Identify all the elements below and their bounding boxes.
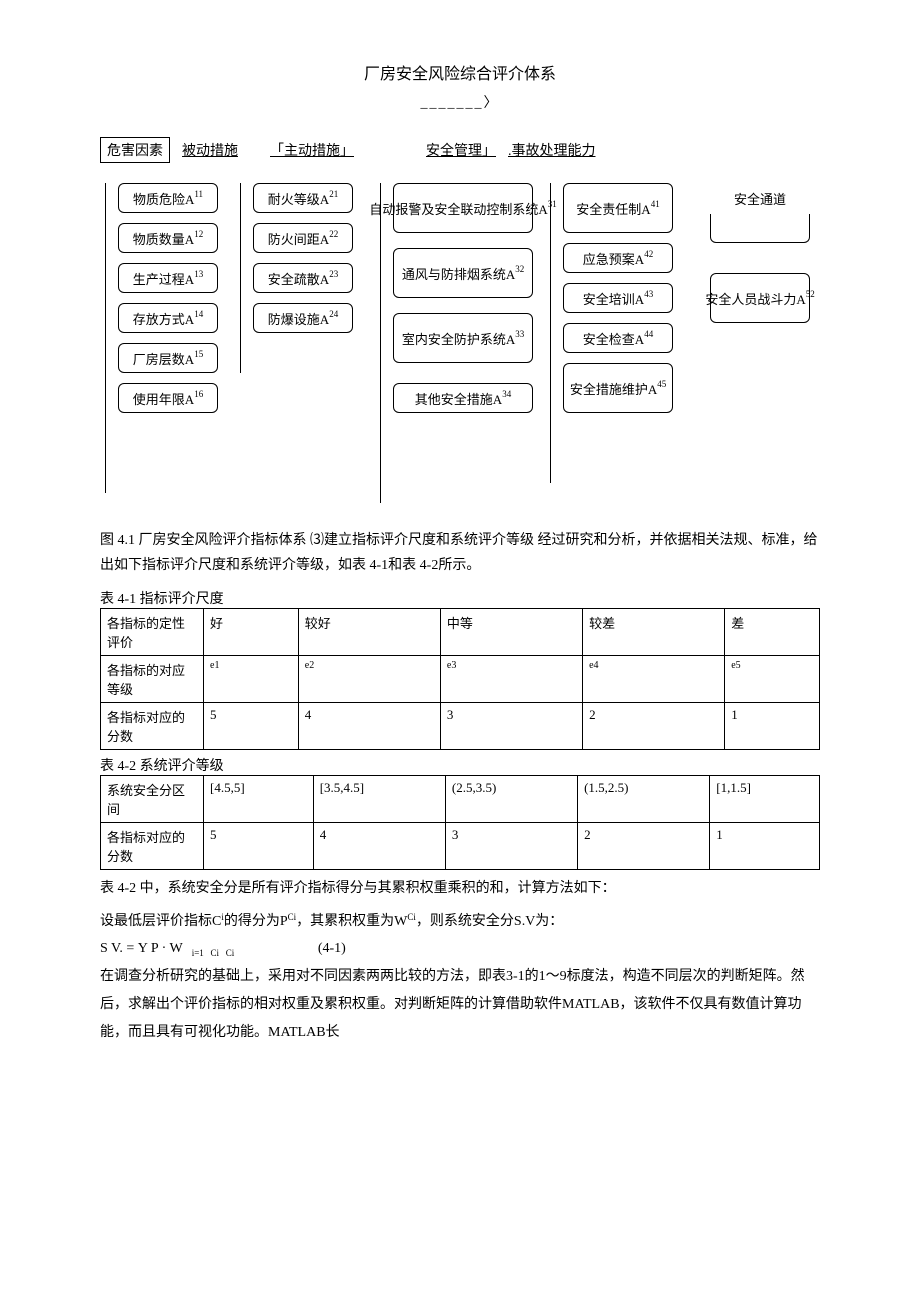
cat-active: 「主动措施」 [270, 140, 354, 160]
node-a14: 存放方式A14 [118, 303, 218, 333]
table2-caption: 表 4-2 系统评介等级 [100, 755, 820, 775]
node-a31: 自动报警及安全联动控制系统A31 [393, 183, 533, 233]
col2: 耐火等级A21 防火间距A22 安全疏散A23 防爆设施A24 [253, 183, 353, 343]
table1: 各指标的定性评价好较好中等较差差 各指标的对应等级e1e2e3e4e5 各指标对… [100, 608, 820, 750]
node-a52: 安全人员战斗力A52 [710, 273, 810, 323]
cat-hazard: 危害因素 [100, 137, 170, 163]
col1: 物质危险A11 物质数量A12 生产过程A13 存放方式A14 厂房层数A15 … [118, 183, 218, 423]
cat-accident: .事故处理能力 [508, 140, 596, 160]
node-a44: 安全检查A44 [563, 323, 673, 353]
node-a13: 生产过程A13 [118, 263, 218, 293]
cat-mgmt: 安全管理」 [426, 140, 496, 160]
node-a23: 安全疏散A23 [253, 263, 353, 293]
node-a41: 安全责任制A41 [563, 183, 673, 233]
page-title: 厂房安全风险综合评介体系 [364, 66, 556, 83]
col3: 自动报警及安全联动控制系统A31 通风与防排烟系统A32 室内安全防护系统A33… [393, 183, 533, 423]
col4: 安全责任制A41 应急预案A42 安全培训A43 安全检查A44 安全措施维护A… [563, 183, 673, 423]
category-row: 危害因素 被动措施 「主动措施」 安全管理」 .事故处理能力 [100, 137, 820, 163]
node-a42: 应急预案A42 [563, 243, 673, 273]
hierarchy-diagram: 物质危险A11 物质数量A12 生产过程A13 存放方式A14 厂房层数A15 … [100, 183, 820, 513]
node-a15: 厂房层数A15 [118, 343, 218, 373]
node-a12: 物质数量A12 [118, 223, 218, 253]
para-2: 设最低层评价指标Ci的得分为PCi，其累积权重为WCi，则系统安全分S.V为： [100, 908, 820, 936]
node-a51: 安全通道 [710, 183, 810, 214]
node-a21: 耐火等级A21 [253, 183, 353, 213]
table-row: 各指标的对应等级e1e2e3e4e5 [101, 656, 820, 703]
para-1: 表 4-2 中，系统安全分是所有评介指标得分与其累积权重乘积的和，计算方法如下： [100, 875, 820, 903]
title-underline: _______〉 [80, 92, 840, 112]
formula: S V. = Υ P · W i=1 Ci Ci (4-1) [100, 941, 820, 958]
table1-caption: 表 4-1 指标评介尺度 [100, 588, 820, 608]
node-a45: 安全措施维护A45 [563, 363, 673, 413]
table2: 系统安全分区间[4.5,5][3.5,4.5](2.5,3.5)(1.5,2.5… [100, 775, 820, 870]
node-a33: 室内安全防护系统A33 [393, 313, 533, 363]
table-row: 系统安全分区间[4.5,5][3.5,4.5](2.5,3.5)(1.5,2.5… [101, 776, 820, 823]
node-a51-frame [710, 214, 810, 243]
node-a22: 防火间距A22 [253, 223, 353, 253]
table-row: 各指标对应的分数54321 [101, 823, 820, 870]
node-a43: 安全培训A43 [563, 283, 673, 313]
node-a32: 通风与防排烟系统A32 [393, 248, 533, 298]
figure-caption: 图 4.1 厂房安全风险评介指标体系 ⑶建立指标评介尺度和系统评介等级 经过研究… [100, 528, 820, 578]
para-3: 在调查分析研究的基础上，采用对不同因素两两比较的方法，即表3-1的1〜9标度法，… [100, 963, 820, 1047]
node-a24: 防爆设施A24 [253, 303, 353, 333]
node-a34: 其他安全措施A34 [393, 383, 533, 413]
table-row: 各指标对应的分数54321 [101, 703, 820, 750]
cat-passive: 被动措施 [182, 140, 238, 160]
table-row: 各指标的定性评价好较好中等较差差 [101, 609, 820, 656]
node-a16: 使用年限A16 [118, 383, 218, 413]
node-a11: 物质危险A11 [118, 183, 218, 213]
col5: 安全通道 安全人员战斗力A52 [710, 183, 810, 333]
